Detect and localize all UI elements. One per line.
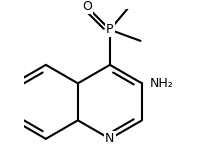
Text: O: O <box>82 0 92 13</box>
Text: N: N <box>105 132 115 145</box>
Text: P: P <box>106 23 114 36</box>
Text: NH₂: NH₂ <box>150 77 174 90</box>
